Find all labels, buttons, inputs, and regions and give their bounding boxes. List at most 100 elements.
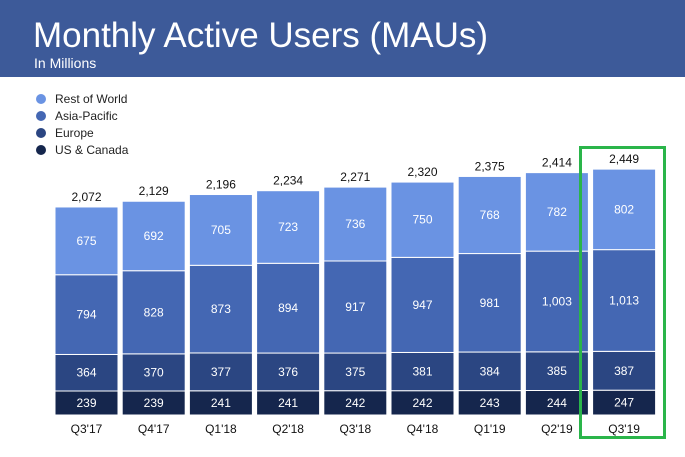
value-label-asia-pacific-q3-18: 917 — [345, 300, 365, 314]
bar-segment-asia-pacific-q4-18 — [390, 256, 455, 353]
value-label-asia-pacific-q1-19: 981 — [480, 296, 500, 310]
category-label-q4-17: Q4'17 — [138, 422, 170, 436]
value-label-us-canada-q3-17: 239 — [76, 396, 96, 410]
value-label-asia-pacific-q4-17: 828 — [144, 305, 164, 319]
bar-segment-rest-of-world-q3-19 — [592, 168, 657, 251]
bar-segment-asia-pacific-q2-18 — [256, 262, 321, 354]
legend-label: US & Canada — [55, 142, 129, 157]
bar-segment-rest-of-world-q2-19 — [524, 172, 589, 252]
bar-segment-us-canada-q1-19 — [457, 390, 522, 416]
total-label-q2-18: 2,234 — [273, 174, 303, 188]
value-label-europe-q1-19: 384 — [480, 364, 500, 378]
bar-segment-rest-of-world-q3-17 — [54, 206, 119, 276]
bar-segment-us-canada-q2-19 — [524, 390, 589, 416]
bar-segment-rest-of-world-q1-19 — [457, 175, 522, 255]
value-label-us-canada-q3-18: 242 — [345, 396, 365, 410]
value-label-rest-of-world-q2-18: 723 — [278, 220, 298, 234]
value-label-us-canada-q1-18: 241 — [211, 396, 231, 410]
bar-segment-europe-q4-18 — [390, 351, 455, 392]
bar-segment-asia-pacific-q1-19 — [457, 253, 522, 353]
value-label-asia-pacific-q2-18: 894 — [278, 301, 298, 315]
category-label-q3-18: Q3'18 — [339, 422, 371, 436]
value-label-asia-pacific-q4-18: 947 — [412, 298, 432, 312]
value-label-europe-q2-19: 385 — [547, 364, 567, 378]
bar-segment-asia-pacific-q3-19 — [592, 249, 657, 352]
value-label-rest-of-world-q4-18: 750 — [412, 213, 432, 227]
legend-swatch-us-canada — [36, 144, 46, 155]
category-label-q2-19: Q2'19 — [541, 422, 573, 436]
legend-label: Europe — [55, 125, 94, 140]
chart-legend: Rest of World Asia-Pacific Europe US & C… — [36, 90, 128, 158]
value-label-asia-pacific-q3-19: 1,013 — [609, 293, 639, 307]
value-label-us-canada-q2-18: 241 — [278, 396, 298, 410]
total-label-q4-18: 2,320 — [407, 165, 437, 179]
value-label-europe-q2-18: 376 — [278, 365, 298, 379]
bar-segment-us-canada-q3-18 — [323, 390, 388, 416]
value-label-us-canada-q4-18: 242 — [412, 396, 432, 410]
bar-segment-rest-of-world-q2-18 — [256, 190, 321, 264]
bar-segment-europe-q1-18 — [188, 352, 253, 392]
bar-segment-europe-q3-19 — [592, 350, 657, 391]
bar-segment-asia-pacific-q2-19 — [524, 250, 589, 353]
bar-segment-us-canada-q3-19 — [592, 389, 657, 416]
legend-swatch-asia-pacific — [36, 110, 46, 121]
bar-segment-rest-of-world-q4-18 — [390, 181, 455, 258]
value-label-rest-of-world-q3-18: 736 — [345, 217, 365, 231]
value-label-asia-pacific-q3-17: 794 — [76, 308, 96, 322]
bar-segment-europe-q3-18 — [323, 352, 388, 392]
category-label-q4-18: Q4'18 — [407, 422, 439, 436]
value-label-rest-of-world-q2-19: 782 — [547, 205, 567, 219]
bar-segment-us-canada-q1-18 — [188, 390, 253, 416]
bar-segment-europe-q2-18 — [256, 352, 321, 392]
bar-segment-europe-q4-17 — [121, 353, 186, 392]
value-label-rest-of-world-q1-19: 768 — [480, 208, 500, 222]
bar-segment-us-canada-q2-18 — [256, 390, 321, 416]
bar-segment-rest-of-world-q1-18 — [188, 194, 253, 266]
value-label-us-canada-q4-17: 239 — [144, 396, 164, 410]
value-label-europe-q3-19: 387 — [614, 364, 634, 378]
total-label-q3-18: 2,271 — [340, 170, 370, 184]
bar-segment-europe-q3-17 — [54, 353, 119, 392]
page-title: Monthly Active Users (MAUs) — [33, 16, 489, 55]
bar-segment-rest-of-world-q3-18 — [323, 186, 388, 262]
legend-swatch-rest-of-world — [36, 93, 46, 104]
header-banner: Monthly Active Users (MAUs) In Millions — [0, 0, 685, 77]
total-label-q3-19: 2,449 — [609, 152, 639, 166]
bar-segment-asia-pacific-q3-17 — [54, 274, 119, 355]
bar-segment-rest-of-world-q4-17 — [121, 200, 186, 272]
legend-item-us-canada: US & Canada — [36, 141, 128, 158]
value-label-europe-q3-17: 364 — [76, 366, 96, 380]
value-label-asia-pacific-q2-19: 1,003 — [542, 294, 572, 308]
page-subtitle: In Millions — [34, 55, 97, 71]
total-label-q1-18: 2,196 — [206, 178, 236, 192]
value-label-rest-of-world-q1-18: 705 — [211, 223, 231, 237]
total-label-q3-17: 2,072 — [71, 190, 101, 204]
value-label-europe-q4-17: 370 — [144, 365, 164, 379]
legend-label: Rest of World — [55, 91, 128, 106]
legend-swatch-europe — [36, 127, 46, 138]
value-label-rest-of-world-q3-19: 802 — [614, 202, 634, 216]
value-label-rest-of-world-q3-17: 675 — [76, 234, 96, 248]
value-label-europe-q3-18: 375 — [345, 365, 365, 379]
legend-item-rest-of-world: Rest of World — [36, 90, 128, 107]
value-label-europe-q1-18: 377 — [211, 365, 231, 379]
category-label-q3-19: Q3'19 — [608, 422, 640, 436]
category-label-q2-18: Q2'18 — [272, 422, 304, 436]
total-label-q4-17: 2,129 — [139, 184, 169, 198]
bar-segment-us-canada-q4-18 — [390, 390, 455, 416]
legend-label: Asia-Pacific — [55, 108, 118, 123]
bar-segment-europe-q1-19 — [457, 351, 522, 392]
value-label-us-canada-q3-19: 247 — [614, 396, 634, 410]
value-label-us-canada-q2-19: 244 — [547, 396, 567, 410]
category-label-q3-17: Q3'17 — [71, 422, 103, 436]
category-label-q1-19: Q1'19 — [474, 422, 506, 436]
legend-item-asia-pacific: Asia-Pacific — [36, 107, 128, 124]
legend-item-europe: Europe — [36, 124, 128, 141]
highlight-box-q3-19 — [579, 146, 666, 439]
value-label-rest-of-world-q4-17: 692 — [144, 229, 164, 243]
total-label-q1-19: 2,375 — [475, 159, 505, 173]
value-label-asia-pacific-q1-18: 873 — [211, 302, 231, 316]
value-label-us-canada-q1-19: 243 — [480, 396, 500, 410]
total-label-q2-19: 2,414 — [542, 156, 572, 170]
